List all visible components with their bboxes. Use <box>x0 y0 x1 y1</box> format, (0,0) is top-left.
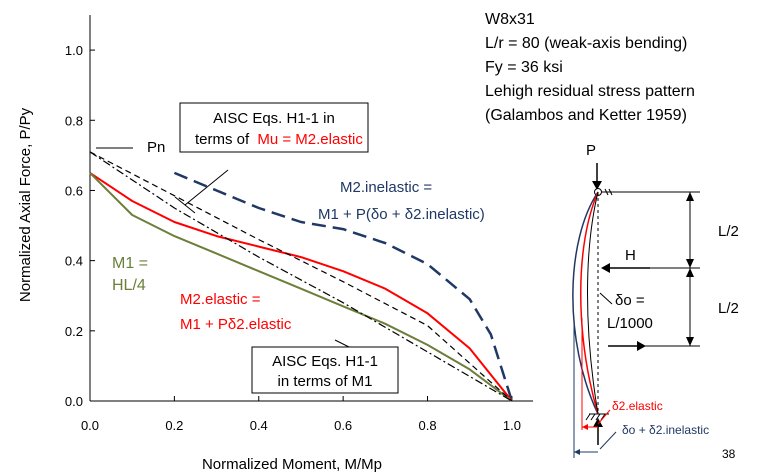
info-yield: Fy = 36 ksi <box>485 59 563 76</box>
aisc-m1-line2: in terms of M1 <box>277 373 372 390</box>
x-tick-label: 0.0 <box>81 418 99 433</box>
series-line-m1 <box>89 172 513 402</box>
aisc-m2-tick <box>174 196 196 214</box>
x-ticks: 0.0 0.2 0.4 0.6 0.8 1.0 <box>81 396 521 433</box>
y-ticks: 0.0 0.2 0.4 0.6 0.8 1.0 <box>65 43 95 409</box>
inelastic-label-leader <box>599 431 617 450</box>
elastic-line2: M1 + Pδ2.elastic <box>180 316 292 333</box>
inelastic-line2: M1 + P(δo + δ2.inelastic) <box>318 206 485 223</box>
aisc-m2-formula: Mu = M2.elastic <box>257 131 363 148</box>
series-line-aisc_m1 <box>89 151 513 402</box>
pn-label: Pn <box>147 139 165 156</box>
aisc-m2-line1: AISC Eqs. H1-1 in <box>213 110 335 127</box>
inelastic-line1: M2.inelastic = <box>340 179 432 196</box>
y-tick-label: 0.4 <box>65 254 83 269</box>
initial-imperfection-shape <box>587 191 599 415</box>
dim-arrow-1-icon <box>686 192 694 201</box>
page-number: 38 <box>722 447 736 461</box>
elastic-label-leader <box>597 409 611 425</box>
section-info: W8x31 L/r = 80 (weak-axis bending) Fy = … <box>485 11 695 124</box>
m1-line2: HL/4 <box>112 277 146 294</box>
info-residual1: Lehigh residual stress pattern <box>485 83 695 100</box>
half-length-top: L/2 <box>718 223 739 240</box>
delta0-line1: δo = <box>615 292 645 309</box>
info-residual2: (Galambos and Ketter 1959) <box>485 107 687 124</box>
x-tick-label: 0.6 <box>334 418 352 433</box>
elastic-deflected-shape <box>580 191 599 415</box>
y-tick-label: 0.6 <box>65 183 83 198</box>
elastic-dim-arrow-icon <box>582 424 588 430</box>
delta0-line2: L/1000 <box>607 315 653 332</box>
series-group <box>89 151 514 402</box>
dim-arrow-3-icon <box>686 268 694 277</box>
h-load-label: H <box>625 247 636 264</box>
dim-arrow-2-icon <box>686 259 694 268</box>
bottom-support-hatch-icon <box>585 413 606 421</box>
y-tick-label: 1.0 <box>65 43 83 58</box>
y-axis-label: Normalized Axial Force, P/Py <box>17 107 34 302</box>
elastic-line1: M2.elastic = <box>180 291 261 308</box>
delta2-elastic-label: δ2.elastic <box>612 399 663 413</box>
info-section: W8x31 <box>485 11 535 28</box>
plot-axes: 0.0 0.2 0.4 0.6 0.8 1.0 0.0 0.2 0.4 0.6 0.8 1.0 <box>65 15 533 433</box>
x-tick-label: 0.2 <box>165 418 183 433</box>
info-slenderness: L/r = 80 (weak-axis bending) <box>485 35 687 52</box>
base-arrowhead-icon <box>593 418 603 427</box>
aisc-m2-leader <box>184 169 229 206</box>
p-load-label: P <box>586 142 596 159</box>
delta-total-label: δo + δ2.inelastic <box>622 423 709 437</box>
aisc-m2-box <box>179 102 369 153</box>
dim-arrow-4-icon <box>686 337 694 346</box>
m1-line1: M1 = <box>112 255 148 272</box>
bottom-reaction-arrowhead-icon <box>637 341 646 351</box>
aisc-m1-box <box>251 346 399 394</box>
x-axis-label: Normalized Moment, M/Mp <box>202 456 382 473</box>
inelastic-dim-arrow-icon <box>574 449 580 455</box>
y-tick-label: 0.2 <box>65 324 83 339</box>
x-tick-label: 0.8 <box>418 418 436 433</box>
aisc-m2-line2: terms of Mu = M2.elastic <box>195 131 363 148</box>
column-schematic: P H L/2 L/2 δo = L/1000 <box>572 142 739 458</box>
aisc-m1-line1: AISC Eqs. H1-1 <box>272 353 378 370</box>
series-line-inelastic <box>173 171 514 402</box>
top-support-hatch-icon <box>604 188 613 196</box>
y-tick-label: 0.0 <box>65 394 83 409</box>
series-line-elastic <box>89 172 513 402</box>
h-arrowhead-icon <box>601 263 610 273</box>
aisc-m2-terms: terms of <box>195 131 250 148</box>
delta0-leader <box>599 292 613 305</box>
half-length-bottom: L/2 <box>718 300 739 317</box>
inelastic-deflected-shape <box>572 191 599 415</box>
x-tick-label: 0.4 <box>250 418 268 433</box>
y-tick-label: 0.8 <box>65 113 83 128</box>
x-tick-label: 1.0 <box>503 418 521 433</box>
p-arrowhead-icon <box>592 181 602 190</box>
